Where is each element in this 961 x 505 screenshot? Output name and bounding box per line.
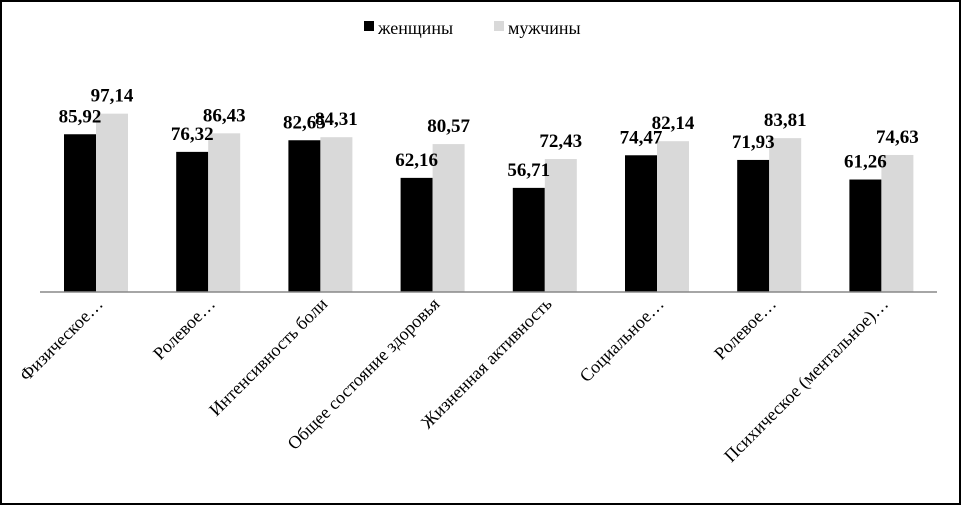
- bar-women-5: [512, 187, 545, 292]
- category-label-2: Ролевое…: [149, 294, 219, 364]
- data-label-women-2: 76,32: [171, 124, 214, 145]
- data-label-women-1: 85,92: [59, 106, 102, 127]
- bar-men-1: [96, 113, 128, 292]
- data-label-women-4: 62,16: [395, 150, 438, 171]
- bar-women-1: [64, 134, 96, 292]
- bar-women-8: [849, 179, 882, 292]
- bar-men-2: [208, 133, 241, 292]
- bar-women-3: [288, 140, 321, 292]
- data-label-men-1: 97,14: [91, 86, 134, 107]
- data-label-women-5: 56,71: [507, 160, 550, 181]
- category-label-7: Ролевое…: [710, 294, 780, 364]
- data-label-men-4: 80,57: [427, 116, 470, 137]
- data-label-women-6: 74,47: [620, 127, 663, 148]
- bar-men-3: [320, 137, 353, 292]
- bars: [64, 113, 914, 292]
- legend-swatch-1: [364, 21, 374, 31]
- bar-women-7: [737, 159, 770, 292]
- category-label-6: Социальное…: [576, 294, 668, 386]
- bar-men-7: [769, 138, 802, 292]
- legend-label-2: мужчины: [508, 18, 581, 38]
- bar-women-6: [625, 155, 657, 292]
- data-label-women-3: 82,65: [283, 112, 326, 133]
- bar-women-2: [176, 151, 209, 292]
- data-label-men-3: 84,31: [315, 109, 358, 130]
- bar-men-5: [544, 159, 577, 292]
- data-label-men-8: 74,63: [876, 127, 919, 148]
- category-label-3: Интенсивность боли: [205, 293, 331, 419]
- bar-women-4: [400, 177, 433, 292]
- legend: женщины мужчины: [364, 18, 581, 38]
- bar-men-6: [657, 141, 689, 292]
- legend-swatch-2: [494, 21, 504, 31]
- data-label-women-7: 71,93: [732, 132, 775, 153]
- bar-men-8: [881, 154, 914, 292]
- data-label-women-8: 61,26: [844, 152, 887, 173]
- data-label-men-2: 86,43: [203, 105, 246, 126]
- data-label-men-7: 83,81: [764, 110, 807, 131]
- data-label-men-5: 72,43: [539, 131, 582, 152]
- data-label-men-6: 82,14: [652, 113, 695, 134]
- bar-men-4: [432, 144, 465, 292]
- category-label-1: Физическое…: [16, 294, 107, 385]
- category-labels: Физическое… Ролевое…Интенсивность болиОбщ…: [16, 293, 893, 466]
- legend-label-1: женщины: [377, 18, 453, 38]
- category-label-5: Жизненная активность: [417, 294, 556, 433]
